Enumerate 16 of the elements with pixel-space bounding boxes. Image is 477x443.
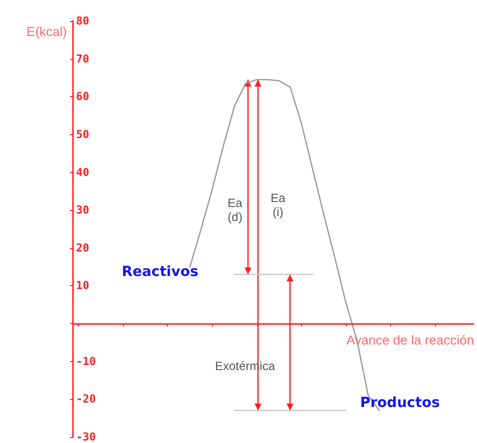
- y-tick-label: 30: [76, 204, 90, 217]
- y-tick-label: 10: [76, 279, 90, 292]
- y-axis-title: E(kcal): [26, 24, 67, 39]
- y-tick-label: 70: [76, 52, 90, 66]
- annotation: Productos: [360, 395, 440, 411]
- y-tick-label: -10: [76, 354, 96, 368]
- y-tick-label: 20: [76, 241, 90, 254]
- annotation: Ea (i): [270, 191, 286, 219]
- annotation: Reactivos: [122, 264, 198, 280]
- y-tick-label: 50: [76, 128, 90, 141]
- y-tick-label: -20: [76, 392, 96, 406]
- y-tick-label: 80: [76, 14, 90, 28]
- y-tick-label: -30: [76, 430, 96, 443]
- annotation: Ea (d): [228, 196, 243, 224]
- y-tick-label: 40: [76, 166, 90, 179]
- y-tick-label: 60: [76, 90, 90, 104]
